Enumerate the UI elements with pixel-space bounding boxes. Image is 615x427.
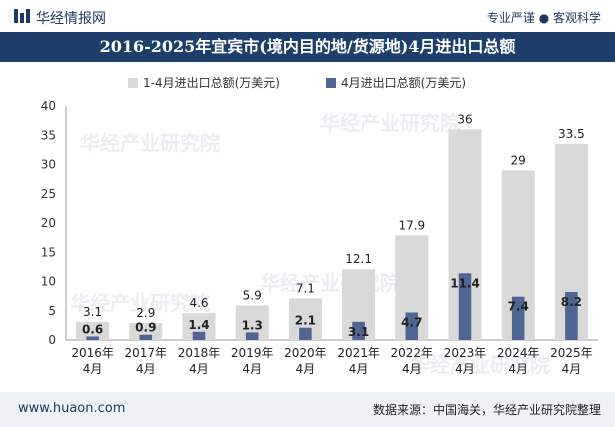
- data-label-month: 4.7: [401, 316, 422, 330]
- y-tick-label: 0: [48, 333, 56, 347]
- y-tick-label: 5: [48, 304, 56, 318]
- legend-label-total: 1-4月进出口总额(万美元): [143, 76, 280, 90]
- watermark: 华经产业研究院: [80, 131, 220, 155]
- x-tick-label-month: 4月: [242, 362, 262, 376]
- y-tick-label: 10: [41, 275, 56, 289]
- title-bar: 2016-2025年宜宾市(境内目的地/货源地)4月进出口总额: [0, 32, 615, 62]
- data-label-total: 29: [511, 153, 526, 167]
- data-label-month: 3.1: [348, 325, 369, 339]
- x-tick-label-year: 2024年: [497, 346, 540, 360]
- x-tick-label-month: 4月: [296, 362, 316, 376]
- slogan: 专业严谨 ● 客观科学: [486, 11, 601, 25]
- data-source: 数据来源：中国海关，华经产业研究院整理: [372, 403, 601, 417]
- data-label-month: 1.4: [188, 318, 209, 332]
- x-tick-label-year: 2025年: [550, 346, 593, 360]
- data-label-total: 2.9: [136, 306, 155, 320]
- x-tick-label-month: 4月: [508, 362, 528, 376]
- legend-label-month: 4月进出口总额(万美元): [341, 76, 466, 90]
- chart: 华经产业研究院华经产业研究院华经产业研究院华经产业研究院华经产业研究院1-4月进…: [41, 76, 598, 377]
- bar-month: [511, 296, 525, 340]
- data-label-total: 7.1: [296, 281, 315, 295]
- chart-title: 2016-2025年宜宾市(境内目的地/货源地)4月进出口总额: [99, 37, 516, 56]
- bar-month: [458, 273, 472, 340]
- y-tick-label: 35: [41, 128, 56, 142]
- x-tick-label-year: 2021年: [337, 346, 380, 360]
- data-label-month: 11.4: [450, 276, 480, 290]
- bar-month: [245, 332, 259, 340]
- x-tick-label-month: 4月: [402, 362, 422, 376]
- x-tick-label-year: 2019年: [231, 346, 274, 360]
- watermark: 华经产业研究院: [260, 271, 400, 295]
- y-tick-label: 20: [41, 216, 56, 230]
- x-tick-label-year: 2018年: [178, 346, 221, 360]
- bar-total: [129, 323, 163, 340]
- bar-total: [76, 321, 110, 340]
- bar-month: [192, 331, 206, 340]
- data-label-month: 7.4: [508, 300, 529, 314]
- x-tick-label-month: 4月: [136, 362, 156, 376]
- x-tick-label-year: 2016年: [71, 346, 114, 360]
- top-bar: 华经情报网 专业严谨 ● 客观科学: [0, 0, 615, 32]
- x-tick-label-year: 2020年: [284, 346, 327, 360]
- x-tick-label-year: 2023年: [444, 346, 487, 360]
- data-label-total: 3.1: [83, 305, 102, 319]
- x-tick-label-year: 2022年: [391, 346, 434, 360]
- legend-swatch-month: [326, 78, 336, 88]
- data-label-total: 4.6: [189, 296, 208, 310]
- bar-month: [86, 336, 99, 340]
- data-label-total: 33.5: [558, 127, 585, 141]
- data-label-month: 8.2: [561, 295, 582, 309]
- data-label-month: 2.1: [295, 314, 316, 328]
- x-tick-label-month: 4月: [562, 362, 582, 376]
- footer: www.huaon.com 数据来源：中国海关，华经产业研究院整理: [0, 392, 615, 427]
- data-label-month: 0.9: [135, 321, 156, 335]
- data-label-month: 1.3: [242, 318, 263, 332]
- data-label-total: 17.9: [398, 218, 425, 232]
- bar-month: [565, 292, 578, 340]
- y-tick-label: 40: [41, 99, 56, 113]
- y-tick-label: 25: [41, 187, 56, 201]
- data-label-month: 0.6: [82, 322, 103, 336]
- watermark: 华经产业研究院: [410, 353, 550, 377]
- bar-month: [299, 327, 312, 340]
- watermark: 华经产业研究院: [70, 291, 210, 315]
- bar-month: [405, 312, 419, 340]
- bar-month: [352, 321, 365, 340]
- data-label-total: 36: [457, 112, 472, 126]
- legend-swatch-total: [128, 78, 138, 88]
- x-tick-label-year: 2017年: [125, 346, 168, 360]
- x-tick-label-month: 4月: [83, 362, 103, 376]
- y-tick-label: 30: [41, 158, 56, 172]
- logo-icon: [14, 9, 30, 23]
- y-tick-label: 15: [41, 245, 56, 259]
- x-tick-label-month: 4月: [189, 362, 209, 376]
- bar-month: [139, 334, 153, 340]
- x-tick-label-month: 4月: [349, 362, 369, 376]
- data-label-total: 5.9: [243, 288, 262, 302]
- site-url[interactable]: www.huaon.com: [18, 401, 126, 416]
- x-tick-label-month: 4月: [455, 362, 475, 376]
- data-label-total: 12.1: [345, 252, 372, 266]
- watermark: 华经产业研究院: [320, 111, 460, 135]
- brand-name: 华经情报网: [36, 11, 106, 27]
